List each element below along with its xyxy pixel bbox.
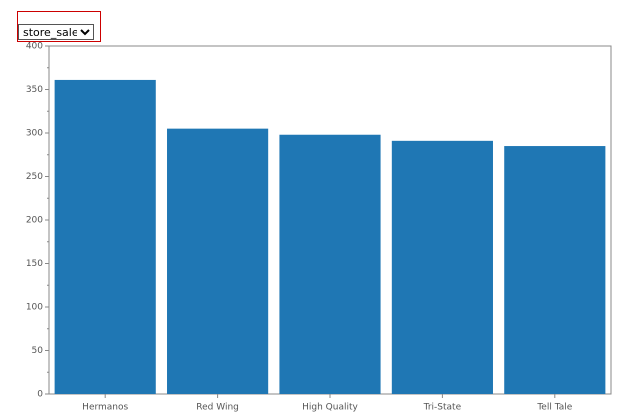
x-tick-label: Tri-State: [423, 403, 462, 413]
bar: [391, 140, 493, 394]
y-tick-label: 250: [26, 172, 43, 182]
bar: [54, 79, 156, 395]
y-tick-label: 200: [26, 216, 43, 226]
y-tick-label: 150: [26, 259, 43, 269]
metric-dropdown[interactable]: store_sales: [18, 24, 94, 40]
bar: [279, 134, 381, 395]
bar: [504, 146, 606, 394]
x-tick-label: Hermanos: [82, 403, 128, 413]
y-tick-label: 400: [26, 42, 43, 52]
y-tick-label: 0: [37, 390, 43, 400]
x-tick-label: High Quality: [302, 403, 358, 413]
y-tick-label: 100: [26, 303, 43, 313]
bar: [167, 128, 269, 394]
y-tick-label: 50: [32, 346, 44, 356]
control-box: store_sales: [17, 11, 101, 42]
y-tick-label: 300: [26, 129, 43, 139]
x-tick-label: Tell Tale: [536, 403, 572, 413]
x-tick-label: Red Wing: [196, 403, 239, 413]
y-tick-label: 350: [26, 85, 43, 95]
